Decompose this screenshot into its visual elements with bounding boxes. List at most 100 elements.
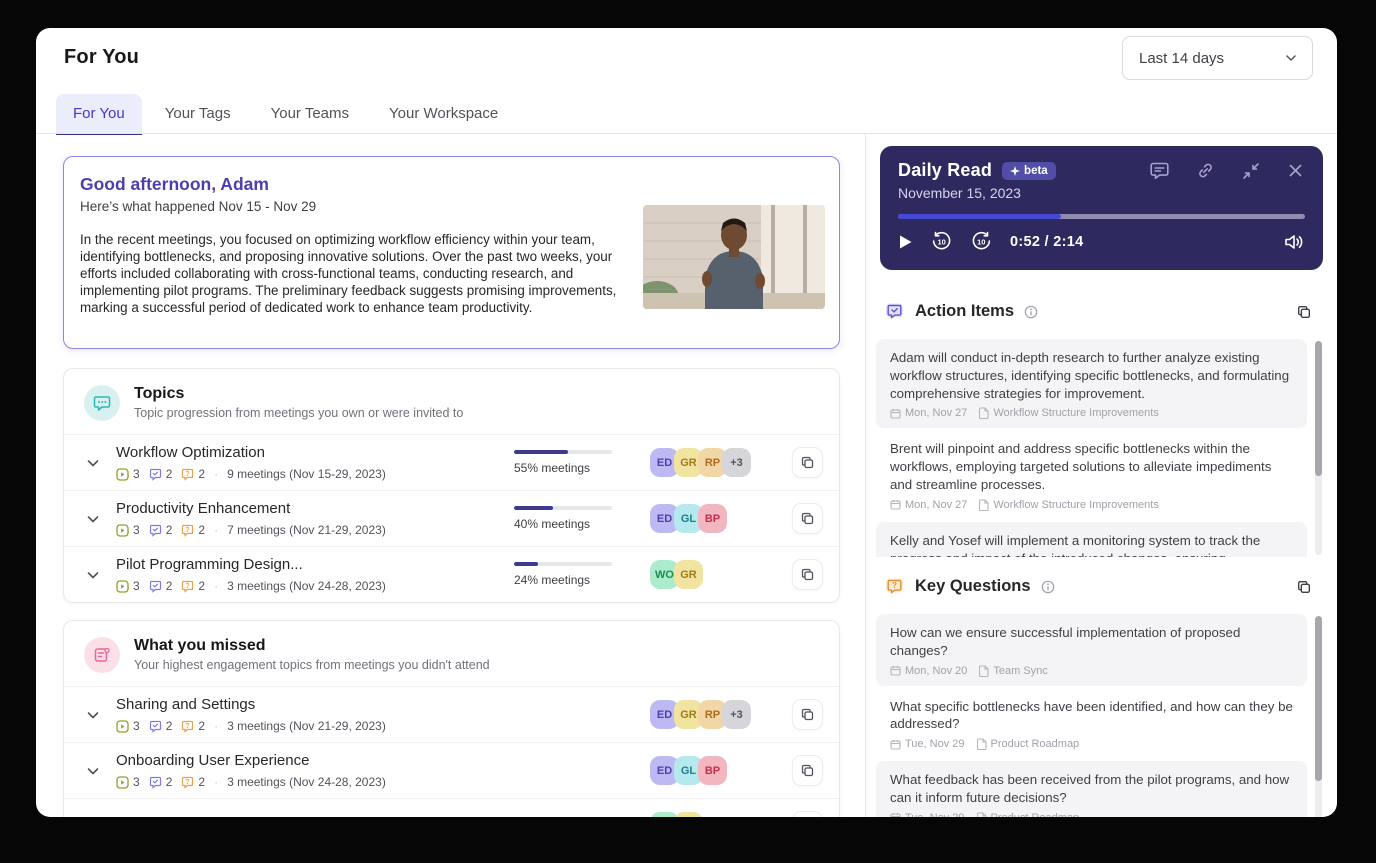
avatar: BP xyxy=(698,504,727,533)
copy-section-button[interactable] xyxy=(1288,296,1319,327)
copy-button[interactable] xyxy=(792,559,823,590)
tab-for-you[interactable]: For You xyxy=(56,94,142,135)
document-icon xyxy=(976,812,987,817)
item-meta: Tue, Nov 29 Product Roadmap xyxy=(890,738,1293,751)
copy-button[interactable] xyxy=(792,447,823,478)
app-window: For You Last 14 days For You Your Tags Y… xyxy=(36,28,1337,817)
missed-row[interactable]: Sharing and Settings 3 2 ? 2 · 3 meetings… xyxy=(64,686,839,742)
item-meta: Mon, Nov 20 Team Sync xyxy=(890,665,1293,677)
feedback-icon[interactable] xyxy=(1149,160,1170,181)
action-item[interactable]: Adam will conduct in-depth research to f… xyxy=(876,339,1307,429)
info-icon[interactable] xyxy=(1041,580,1055,594)
clips-badge: 3 xyxy=(116,719,140,733)
avatar-overflow: +3 xyxy=(722,448,751,477)
svg-text:?: ? xyxy=(186,779,190,786)
missed-row[interactable]: Workspace Creation WO GR xyxy=(64,798,839,817)
clips-badge: 3 xyxy=(116,467,140,481)
action-items-badge: 2 xyxy=(149,719,172,733)
topic-progress: 40% meetings xyxy=(514,506,612,531)
action-item-text: Brent will pinpoint and address specific… xyxy=(890,441,1272,493)
audio-progress-bar[interactable] xyxy=(898,214,1305,219)
scrollbar-track[interactable] xyxy=(1315,616,1322,817)
item-source: Team Sync xyxy=(979,665,1048,677)
item-meta: Mon, Nov 27 Workflow Structure Improveme… xyxy=(890,499,1293,511)
svg-text:?: ? xyxy=(186,527,190,534)
calendar-icon xyxy=(890,500,901,510)
topic-meta: 3 2 ? 2 · 3 meetings (Nov 24-28, 2023) xyxy=(116,579,514,593)
action-items-header: Action Items xyxy=(884,296,1319,327)
topic-title: Sharing and Settings xyxy=(116,696,256,713)
date-range-value: Last 14 days xyxy=(1139,49,1225,67)
topic-title: Onboarding User Experience xyxy=(116,752,310,769)
topic-meta: 3 2 ? 2 · 9 meetings (Nov 15-29, 2023) xyxy=(116,467,514,481)
item-meta: Tue, Nov 29 Product Roadmap xyxy=(890,812,1293,817)
topic-row[interactable]: Pilot Programming Design... 3 2 ? 2 · 3 m… xyxy=(64,546,839,602)
date-range-select[interactable]: Last 14 days xyxy=(1122,36,1313,80)
key-questions-title: Key Questions xyxy=(915,577,1031,595)
chevron-down-icon[interactable] xyxy=(84,510,102,528)
copy-button[interactable] xyxy=(792,699,823,730)
item-meta: Mon, Nov 27 Workflow Structure Improveme… xyxy=(890,407,1293,420)
tab-your-workspace[interactable]: Your Workspace xyxy=(389,105,499,122)
forward-10-button[interactable]: 10 xyxy=(970,230,993,253)
close-icon[interactable] xyxy=(1286,161,1305,180)
chevron-down-icon[interactable] xyxy=(84,454,102,472)
key-question[interactable]: How can we ensure successful implementat… xyxy=(876,614,1307,686)
svg-text:?: ? xyxy=(186,723,190,730)
rewind-10-button[interactable]: 10 xyxy=(930,230,953,253)
clips-badge: 3 xyxy=(116,579,140,593)
item-date: Mon, Nov 27 xyxy=(890,499,967,511)
chevron-down-icon[interactable] xyxy=(84,762,102,780)
tab-your-teams[interactable]: Your Teams xyxy=(270,105,349,122)
beta-badge: beta xyxy=(1002,161,1056,180)
calendar-icon xyxy=(890,813,901,817)
topic-meta: 3 2 ? 2 · 3 meetings (Nov 24-28, 2023) xyxy=(116,775,650,789)
copy-button[interactable] xyxy=(792,811,823,817)
avatar: GR xyxy=(674,812,703,817)
scrollbar-thumb[interactable] xyxy=(1315,616,1322,782)
avatar-group: ED GL BP xyxy=(650,504,780,533)
chevron-down-icon[interactable] xyxy=(84,566,102,584)
item-source: Workflow Structure Improvements xyxy=(979,407,1159,420)
copy-button[interactable] xyxy=(792,503,823,534)
action-items-badge: 2 xyxy=(149,467,172,481)
play-button[interactable] xyxy=(898,234,913,250)
collapse-icon[interactable] xyxy=(1241,161,1261,181)
page-title: For You xyxy=(64,46,140,68)
chevron-down-icon[interactable] xyxy=(84,706,102,724)
scrollbar-thumb[interactable] xyxy=(1315,341,1322,476)
what-you-missed-card: What you missed Your highest engagement … xyxy=(63,620,840,817)
audio-progress-fill xyxy=(898,214,1061,219)
page-header: For You Last 14 days For You Your Tags Y… xyxy=(36,28,1337,135)
document-icon xyxy=(976,738,987,751)
tab-your-tags[interactable]: Your Tags xyxy=(164,105,231,122)
item-source: Product Roadmap xyxy=(976,738,1079,751)
copy-button[interactable] xyxy=(792,755,823,786)
topic-title: Workflow Optimization xyxy=(116,444,265,461)
avatar-group: ED GL BP xyxy=(650,756,780,785)
scrollbar-track[interactable] xyxy=(1315,341,1322,555)
header-divider xyxy=(36,133,1337,134)
info-icon[interactable] xyxy=(1024,305,1038,319)
daily-read-title: Daily Read xyxy=(898,160,993,180)
action-item[interactable]: Brent will pinpoint and address specific… xyxy=(876,430,1307,519)
progress-label: 24% meetings xyxy=(514,573,591,587)
item-date: Mon, Nov 20 xyxy=(890,665,967,677)
key-question[interactable]: What feedback has been received from the… xyxy=(876,761,1307,817)
volume-icon[interactable] xyxy=(1283,232,1305,252)
missed-row[interactable]: Onboarding User Experience 3 2 ? 2 · 3 me… xyxy=(64,742,839,798)
questions-badge: ? 2 xyxy=(181,775,205,789)
document-icon xyxy=(979,665,989,677)
tab-bar: For You Your Tags Your Teams Your Worksp… xyxy=(56,94,515,135)
topics-subtitle: Topic progression from meetings you own … xyxy=(134,406,464,420)
action-item[interactable]: Kelly and Yosef will implement a monitor… xyxy=(876,521,1307,557)
copy-section-button[interactable] xyxy=(1288,571,1319,602)
document-icon xyxy=(979,499,989,511)
action-items-badge: 2 xyxy=(149,523,172,537)
key-question[interactable]: What specific bottlenecks have been iden… xyxy=(876,688,1307,760)
topic-row[interactable]: Productivity Enhancement 3 2 ? 2 · 7 meet… xyxy=(64,490,839,546)
link-icon[interactable] xyxy=(1195,160,1216,181)
svg-text:10: 10 xyxy=(977,238,985,247)
topics-title: Topics xyxy=(134,385,185,402)
topic-row[interactable]: Workflow Optimization 3 2 ? 2 · 9 meeting… xyxy=(64,434,839,490)
